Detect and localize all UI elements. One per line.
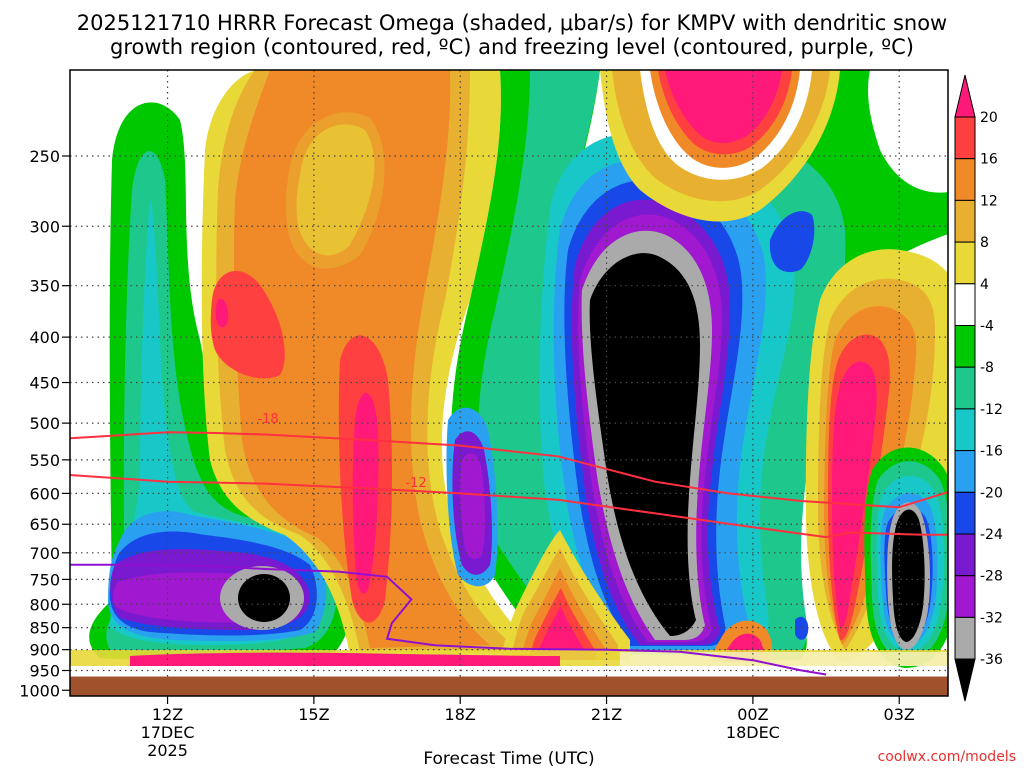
omega-region-pink-lower-center [535,606,588,660]
omega-field [70,70,948,696]
colorbar-label: 16 [980,152,998,168]
dgz-top-contour [70,431,948,509]
colorbar-swatch [954,491,976,535]
y-tick-label: 750 [29,570,60,589]
colorbar-swatch [954,533,976,577]
x-tick-label: 21Z [591,705,622,724]
y-tick-label: 1000 [19,681,60,700]
colorbar-swatch [954,575,976,618]
colorbar-label: 20 [980,110,998,126]
omega-region-pink-dot-upper [215,298,229,328]
omega-region-white-right-top [868,70,948,193]
y-axis: 250 300 350 400 450 500 550 600 650 700 750 800 850 9… [19,147,70,700]
colorbar-swatch [954,241,976,285]
colorbar-triangle-top [954,74,976,118]
x-tick-label: 18Z [445,705,476,724]
colorbar-triangle-bottom [954,658,976,702]
omega-region-pink-right-column [832,361,877,628]
omega-core-black-main [589,253,700,636]
x-tick-date: 17DEC [141,723,195,742]
y-tick-label: 350 [29,277,60,296]
omega-region-surface-band-pink [130,652,560,666]
colorbar-label: -32 [980,610,1003,626]
omega-region-gold-inner [285,112,385,269]
omega-region-surface-band-white [620,652,948,666]
y-tick-label: 450 [29,374,60,393]
omega-region-blue-dot-lower [795,616,809,640]
y-tick-label: 400 [29,328,60,347]
colorbar: 20 16 12 8 4 -4 -8 -12 -16 -20 -24 -28 -32 -36 [954,74,1003,702]
y-tick-label: 600 [29,484,60,503]
omega-region-red-upper [210,270,285,379]
colorbar-label: -12 [980,402,1003,418]
x-tick-date: 18DEC [726,723,780,742]
y-tick-label: 550 [29,451,60,470]
y-tick-label: 300 [29,217,60,236]
colorbar-label: 12 [980,193,998,209]
omega-core-black-right [892,509,925,642]
omega-region-pink-top-right [665,70,782,144]
colorbar-swatch [954,408,976,452]
y-tick-label: 700 [29,544,60,563]
colorbar-label: -4 [980,319,994,335]
y-tick-label: 850 [29,619,60,638]
colorbar-swatch [954,616,976,660]
freezing-level-contour [70,563,827,676]
x-tick-label: 03Z [884,705,915,724]
colorbar-label: -8 [980,360,994,376]
chart-title-line1: 2025121710 HRRR Forecast Omega (shaded, … [77,11,947,35]
colorbar-label: 4 [980,277,989,293]
y-tick-label: 650 [29,515,60,534]
colorbar-label: 8 [980,235,989,251]
ground-terrain [70,676,948,696]
x-tick-year: 2025 [147,741,188,760]
colorbar-swatch [954,325,976,368]
y-tick-label: 900 [29,641,60,660]
y-tick-label: 500 [29,414,60,433]
x-axis-label: Forecast Time (UTC) [423,749,594,768]
colorbar-swatch [954,158,976,201]
dgz-bottom-contour [70,474,948,539]
x-tick-label: 12Z [152,705,183,724]
x-tick-label: 15Z [298,705,329,724]
credit-text: coolwx.com/models [878,749,1016,765]
chart-title-line2: growth region (contoured, red, ºC) and f… [110,35,914,59]
colorbar-label: -28 [980,569,1003,585]
colorbar-swatch [954,283,976,326]
colorbar-label: -20 [980,485,1003,501]
colorbar-swatch [954,366,976,410]
y-tick-label: 250 [29,147,60,166]
y-tick-label: 950 [29,661,60,680]
y-tick-label: 800 [29,595,60,614]
colorbar-swatch [954,450,976,493]
colorbar-swatch [954,199,976,243]
colorbar-label: -16 [980,444,1003,460]
omega-region-violet-18z [459,453,485,560]
omega-core-black-left [238,574,290,622]
colorbar-label: -36 [980,652,1003,668]
omega-region-teal-center [478,70,650,652]
dgz-top-label: -18 [257,412,278,427]
x-tick-label: 00Z [737,705,768,724]
dgz-bottom-label: -12 [405,476,426,491]
colorbar-label: -24 [980,527,1003,543]
colorbar-swatch [954,116,976,160]
omega-region-pink-mid [352,392,379,594]
